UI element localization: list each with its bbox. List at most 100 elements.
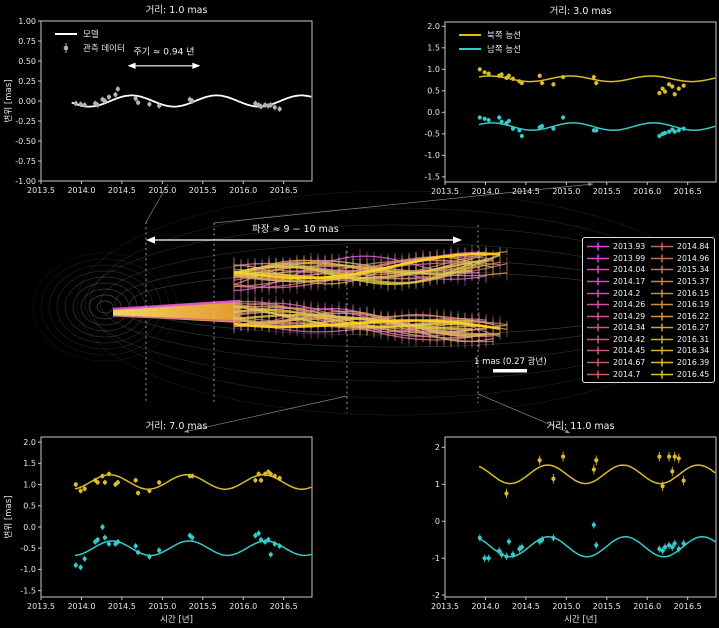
epoch-label: 2016.15 <box>677 288 710 298</box>
data-point <box>106 541 112 547</box>
data-point <box>672 92 677 97</box>
epoch-label: 2014.34 <box>613 323 646 333</box>
epoch-marker <box>587 335 609 344</box>
legend-label: 북쪽 능선 <box>487 31 521 41</box>
period-annotation: 주기 ≈ 0.94 년 <box>133 47 194 58</box>
x-tick-label: 2016.5 <box>674 187 702 196</box>
data-point <box>672 541 677 546</box>
data-point <box>78 565 83 570</box>
y-tick-label: 0.0 <box>23 523 36 532</box>
data-point <box>258 104 264 109</box>
south-ridge-line <box>233 305 487 329</box>
y-tick-label: -1.5 <box>20 586 36 595</box>
data-point <box>268 102 273 108</box>
epoch-label: 2014.29 <box>613 311 646 321</box>
data-point <box>672 454 677 459</box>
epoch-label: 2016.39 <box>677 358 710 368</box>
x-axis-label: 시간 [년] <box>160 614 193 625</box>
data-point <box>268 471 273 477</box>
y-tick-label: -1.5 <box>424 173 440 182</box>
epoch-label: 2016.45 <box>677 369 710 379</box>
epoch-legend-entry: 2014.96 <box>650 253 712 265</box>
epoch-legend-entry: 2016.15 <box>650 287 712 299</box>
data-point <box>100 473 105 479</box>
data-point <box>499 72 504 77</box>
epoch-legend-entry: 2016.39 <box>650 357 712 369</box>
data-point <box>102 98 108 104</box>
x-tick-label: 2015.0 <box>552 602 580 611</box>
epoch-label: 2014.84 <box>677 242 710 252</box>
model-curve <box>478 464 716 485</box>
data-point <box>82 486 87 491</box>
data-point <box>272 105 277 110</box>
epoch-legend-entry: 2014.2 <box>586 287 648 299</box>
legend-label: 남쪽 능선 <box>487 45 521 55</box>
panel-connector <box>213 183 594 224</box>
wavelength-annotation: 파장 ≈ 9 − 10 mas <box>252 224 339 235</box>
data-point <box>95 102 100 108</box>
data-point <box>681 83 686 88</box>
data-point <box>670 84 675 89</box>
legend-label: 모델 <box>83 29 99 40</box>
data-point <box>657 454 662 459</box>
y-tick-label: 2.0 <box>427 22 440 31</box>
data-point <box>681 126 686 131</box>
data-point <box>551 126 556 131</box>
data-point <box>591 522 596 528</box>
chart-title: 거리: 11.0 mas <box>547 421 615 432</box>
data-point <box>657 90 662 96</box>
y-tick-label: 1.0 <box>23 480 36 489</box>
y-tick-label: 1.5 <box>23 459 36 468</box>
x-tick-label: 2014.5 <box>512 187 540 196</box>
data-point <box>657 546 662 552</box>
epoch-marker <box>651 358 673 367</box>
data-point <box>258 537 264 542</box>
data-point <box>517 128 522 133</box>
data-point <box>591 467 596 472</box>
epoch-marker <box>651 323 673 332</box>
scalebar-label: 1 mas (0.27 광년) <box>474 357 547 367</box>
data-point <box>499 119 504 124</box>
core-contour <box>80 288 130 326</box>
x-tick-label: 2014.5 <box>512 602 540 611</box>
epoch-legend: 2013.93 2013.99 2014.04 2014.17 2014.2 2014.2… <box>582 237 715 383</box>
data-point <box>561 115 566 120</box>
y-tick-label: -0.5 <box>20 544 36 553</box>
y-tick-label: 1 <box>435 480 440 489</box>
epoch-marker <box>587 346 609 355</box>
panel-distance-11mas: 2 1 0 -1 -2 2013.5 2014.0 2014.5 2015.0 2015.5 201… <box>405 415 719 628</box>
data-point <box>506 539 512 544</box>
data-point <box>190 98 195 104</box>
data-point <box>510 76 516 81</box>
y-tick-label: 0.50 <box>18 57 36 66</box>
data-point <box>486 556 491 561</box>
epoch-marker <box>587 312 609 321</box>
data-point <box>666 82 672 87</box>
data-point <box>268 552 273 557</box>
x-tick-label: 2015.5 <box>189 186 217 195</box>
data-point <box>676 86 681 91</box>
epoch-legend-entry: 2014.45 <box>586 345 648 357</box>
data-point <box>135 490 141 496</box>
data-point <box>157 480 162 485</box>
data-point <box>258 478 264 483</box>
data-point <box>82 102 87 108</box>
data-point <box>504 554 509 559</box>
chart-title: 거리: 3.0 mas <box>550 6 612 17</box>
data-point <box>135 550 141 555</box>
axes-frame <box>444 21 717 183</box>
data-point <box>510 126 516 131</box>
epoch-legend-entry: 2013.99 <box>586 253 648 265</box>
axes-frame <box>40 436 313 598</box>
north-ridge-highlight <box>233 252 501 280</box>
data-point <box>78 488 83 493</box>
epoch-label: 2014.96 <box>677 253 710 263</box>
chart-title: 거리: 7.0 mas <box>146 421 208 432</box>
epoch-legend-entry: 2014.04 <box>586 264 648 276</box>
epoch-marker <box>651 335 673 344</box>
data-point <box>157 103 162 108</box>
data-point <box>497 115 502 120</box>
axes-frame <box>40 20 313 182</box>
epoch-legend-entry: 2016.31 <box>650 334 712 346</box>
data-point <box>135 100 141 105</box>
